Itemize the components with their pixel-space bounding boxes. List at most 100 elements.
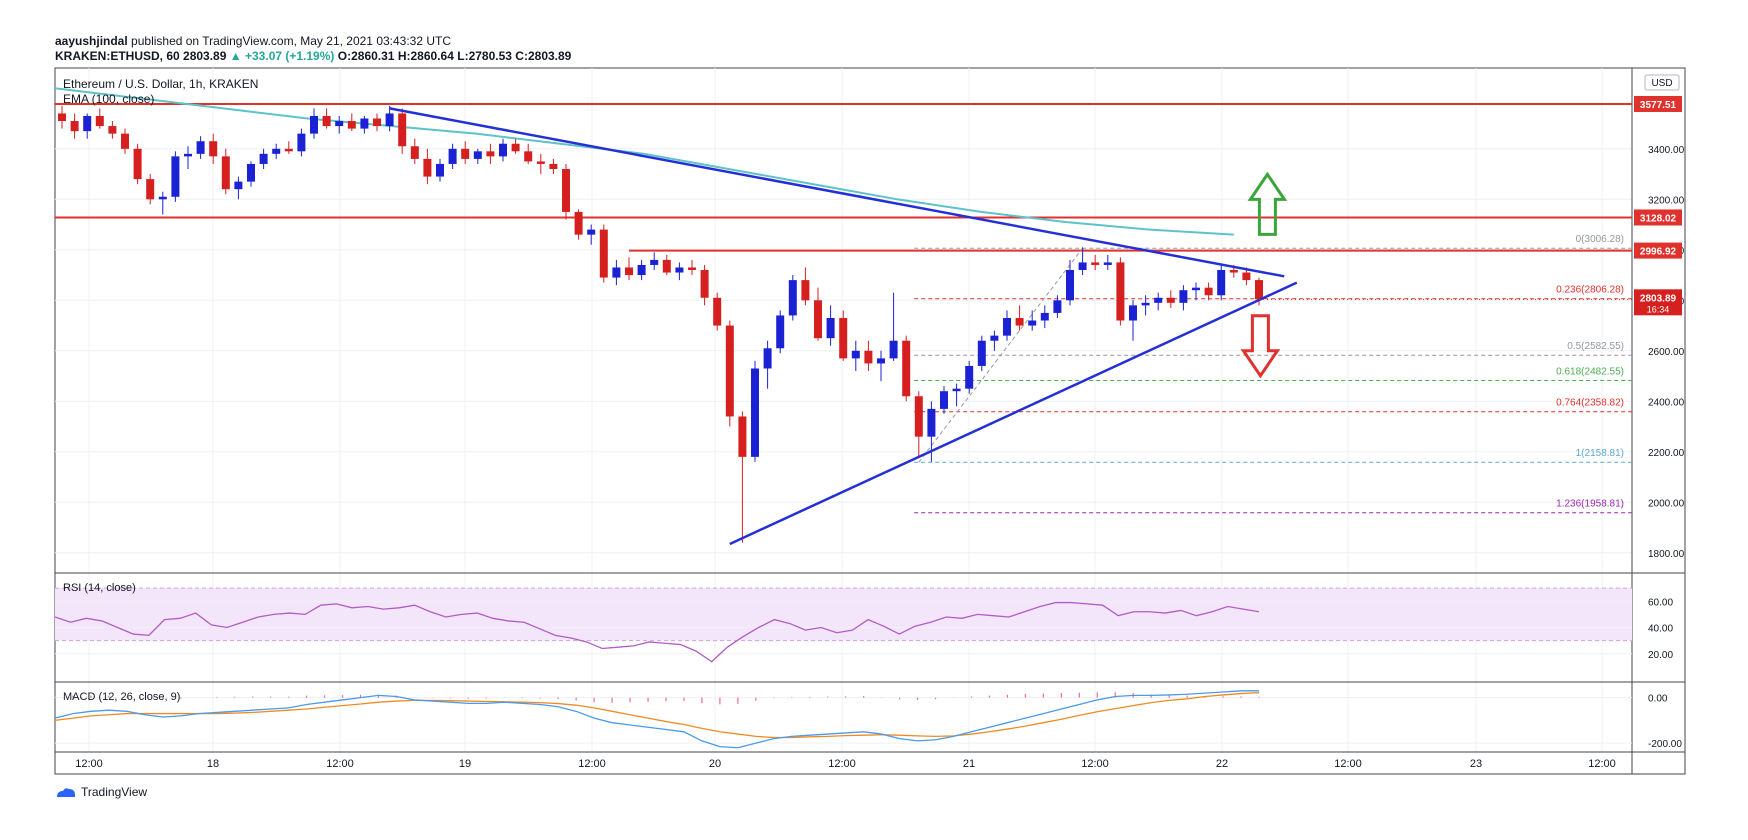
rsi-band-fill xyxy=(55,588,1632,641)
candle-body xyxy=(373,118,381,127)
candle-body xyxy=(587,229,596,235)
resistance-price-tag xyxy=(1634,209,1682,226)
candle-body xyxy=(398,113,407,147)
low-label: L: xyxy=(457,49,469,63)
candle-body xyxy=(1229,270,1238,273)
candle-body xyxy=(1116,262,1125,321)
high-value: 2860.64 xyxy=(410,49,454,63)
time-axis[interactable]: 12:00 18 12:00 19 12:00 20 12:00 21 12:00 22 12:00… xyxy=(75,758,1616,770)
resistance-price-label: 3128.02 xyxy=(1640,213,1677,224)
candle-body xyxy=(839,317,848,359)
candle-body xyxy=(524,151,533,162)
candle-body xyxy=(184,153,192,157)
close-value: 2803.89 xyxy=(527,49,572,63)
candle-body xyxy=(788,280,797,316)
candle-body xyxy=(625,267,633,276)
candle-body xyxy=(1053,300,1062,313)
candle-body xyxy=(1141,302,1150,306)
macd-pane: 0.00 -200.00 xyxy=(54,690,1682,750)
candle-body xyxy=(940,391,948,409)
time-tick-label: 22 xyxy=(1216,758,1228,770)
symbol: KRAKEN:ETHUSD, 60 xyxy=(55,49,180,63)
fibonacci-label: 0(3006.28) xyxy=(1576,234,1624,245)
open-label: O: xyxy=(337,49,352,63)
candle-body xyxy=(1217,270,1226,296)
price-tick-label: 2000.00 xyxy=(1648,498,1685,509)
candle-body xyxy=(436,163,444,177)
publish-date: published on TradingView.com, May 21, 20… xyxy=(131,34,452,48)
candle-body xyxy=(297,133,306,152)
resistance-price-label: 2996.92 xyxy=(1640,247,1677,258)
price-axis[interactable]: 1800.002000.002200.002400.002600.002800.… xyxy=(1648,145,1685,560)
time-tick-label: 12:00 xyxy=(326,758,354,770)
trend-lines[interactable] xyxy=(389,107,1298,546)
fibonacci-levels[interactable]: 0(3006.28) 0.236(2806.28) 0.5(2582.55) 0.61… xyxy=(914,234,1632,514)
currency-label: USD xyxy=(1651,78,1672,89)
chart-title: Ethereum / U.S. Dollar, 1h, KRAKEN xyxy=(63,77,258,91)
resistance-price-tag xyxy=(1634,242,1682,259)
grid-lines xyxy=(55,68,1632,752)
trend-line xyxy=(389,107,1285,278)
rsi-line xyxy=(54,601,1260,663)
publish-info: aayushjindal published on TradingView.co… xyxy=(55,34,451,48)
candle-body xyxy=(1078,262,1087,270)
time-tick-label: 20 xyxy=(709,758,721,770)
currency-badge[interactable]: USD xyxy=(1644,74,1680,91)
candle-body xyxy=(1129,305,1137,321)
current-price-label: 2803.89 xyxy=(1640,293,1677,304)
price-tick-label: 2400.00 xyxy=(1648,397,1685,408)
fibonacci-label: 0.618(2482.55) xyxy=(1556,366,1624,377)
candle-body xyxy=(272,148,281,154)
time-tick-label: 12:00 xyxy=(1334,758,1362,770)
candle-body xyxy=(360,118,369,129)
price-tick-label: 2600.00 xyxy=(1648,347,1685,358)
candle-body xyxy=(851,350,860,359)
candle-body xyxy=(448,148,457,164)
resistance-price-tag xyxy=(1634,95,1682,112)
fibonacci-diagonal xyxy=(918,247,1083,463)
candle-body xyxy=(801,280,810,301)
open-value: 2860.31 xyxy=(351,49,395,63)
close-label: C: xyxy=(515,49,528,63)
candle-body xyxy=(549,163,558,169)
candle-body xyxy=(637,264,646,276)
price-change: +33.07 (+1.19%) xyxy=(245,49,335,63)
candle-body xyxy=(423,158,432,177)
tradingview-logo[interactable]: TradingView xyxy=(55,785,147,799)
candle-body xyxy=(965,365,974,389)
candle-body xyxy=(108,126,117,134)
candle-body xyxy=(977,340,986,366)
fibonacci-label: 0.236(2806.28) xyxy=(1556,285,1624,296)
candle-body xyxy=(1154,297,1163,303)
fibonacci-label: 0.764(2358.82) xyxy=(1556,398,1624,409)
last-price: 2803.89 xyxy=(183,49,227,63)
resistance-lines[interactable] xyxy=(55,102,1632,252)
candle-body xyxy=(738,416,747,457)
candle-body xyxy=(95,115,104,127)
fibonacci-label: 1(2158.81) xyxy=(1576,448,1624,459)
candle-body xyxy=(70,121,79,132)
macd-tick-label: -200.00 xyxy=(1648,739,1682,750)
candle-body xyxy=(725,325,734,417)
symbol-info: KRAKEN:ETHUSD, 60 2803.89 ▲ +33.07 (+1.1… xyxy=(55,49,571,63)
time-tick-label: 19 xyxy=(459,758,471,770)
candle-body xyxy=(461,148,470,159)
resistance-price-label: 3577.51 xyxy=(1640,100,1677,111)
candle-body xyxy=(713,297,722,326)
ema-100-line xyxy=(54,87,1234,236)
candle-body xyxy=(385,113,394,127)
author-name[interactable]: aayushjindal xyxy=(55,34,128,48)
time-tick-label: 21 xyxy=(963,758,975,770)
candle-body xyxy=(121,133,129,149)
candle-body xyxy=(247,163,255,182)
fibonacci-label: 1.236(1958.81) xyxy=(1556,499,1624,510)
candle-body xyxy=(486,151,495,157)
candle-body xyxy=(914,396,923,437)
rsi-legend: RSI (14, close) xyxy=(63,582,136,594)
candle-body xyxy=(209,141,218,157)
candle-body xyxy=(536,161,545,164)
candle-body xyxy=(1255,280,1263,300)
candle-body xyxy=(83,115,92,132)
